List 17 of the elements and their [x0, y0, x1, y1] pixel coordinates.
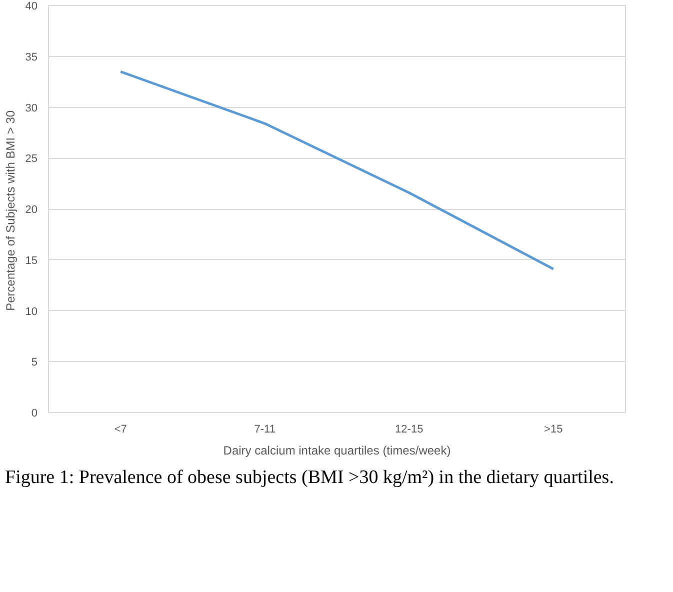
y-tick-label: 20 [25, 204, 38, 216]
y-tick-label: 40 [25, 0, 38, 12]
y-tick-label: 35 [25, 51, 38, 64]
y-tick-label: 10 [25, 306, 38, 318]
y-tick-label: 25 [25, 153, 38, 166]
x-tick-label: 12-15 [395, 424, 424, 436]
y-tick-label: 30 [25, 102, 38, 114]
y-axis-title: Percentage of Subjects with BMI > 30 [3, 110, 18, 311]
x-axis-title: Dairy calcium intake quartiles (times/week) [223, 444, 451, 458]
y-tick-label: 15 [25, 254, 38, 267]
line-series [119, 70, 555, 270]
y-tick-label: 5 [31, 356, 38, 369]
caption: Figure 1: Prevalence of obese subjects (BMI >30 kg/m²) in the dietary quartiles. [5, 466, 615, 490]
x-tick-label: 7-11 [254, 424, 276, 436]
x-tick-label: <7 [114, 424, 127, 436]
y-tick-label: 0 [31, 408, 38, 420]
x-tick-label: >15 [544, 424, 563, 436]
